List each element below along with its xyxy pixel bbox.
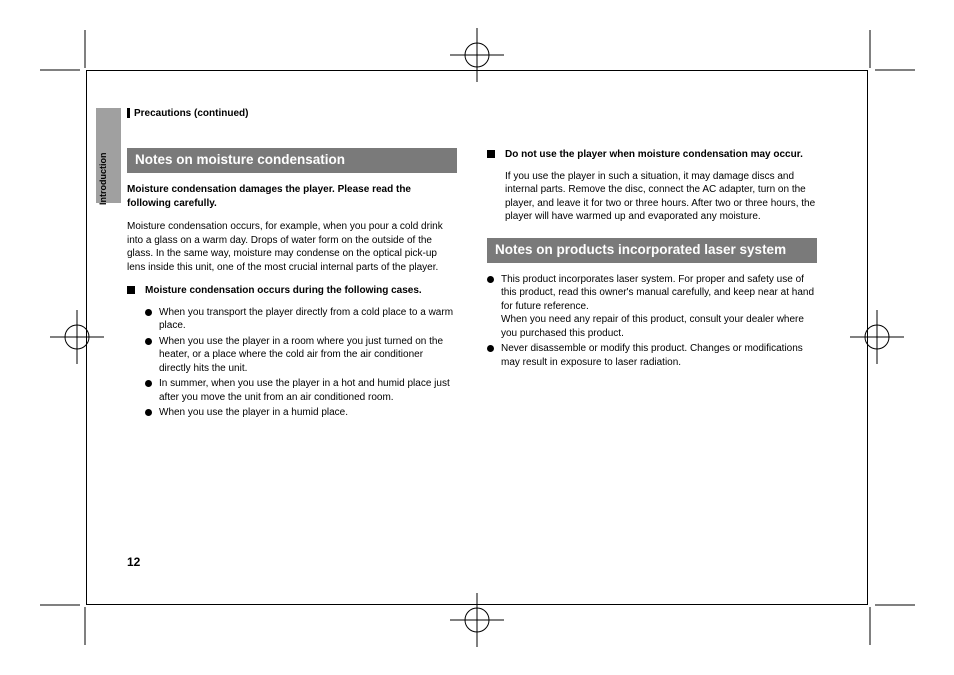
column-right: Do not use the player when moisture cond…	[487, 148, 817, 371]
page-number: 12	[127, 555, 140, 569]
donotuse-body: If you use the player in such a situatio…	[487, 170, 817, 224]
column-left: Notes on moisture condensation Moisture …	[127, 148, 457, 422]
list-item: In summer, when you use the player in a …	[145, 377, 457, 404]
list-item: When you use the player in a humid place…	[145, 406, 457, 420]
section-title-moisture: Notes on moisture condensation	[127, 148, 457, 173]
header-text: Precautions (continued)	[134, 108, 248, 119]
laser-bullet-list: This product incorporates laser system. …	[487, 273, 817, 370]
list-item: When you use the player in a room where …	[145, 335, 457, 376]
intro-body: Moisture condensation occurs, for exampl…	[127, 220, 457, 274]
list-item: When you transport the player directly f…	[145, 306, 457, 333]
square-heading-donotuse: Do not use the player when moisture cond…	[487, 148, 817, 162]
intro-bold: Moisture condensation damages the player…	[127, 183, 457, 210]
moisture-bullet-list: When you transport the player directly f…	[127, 306, 457, 420]
header-rule	[127, 108, 130, 118]
section-title-laser: Notes on products incorporated laser sys…	[487, 238, 817, 263]
list-item: Never disassemble or modify this product…	[487, 342, 817, 369]
square-heading-cases: Moisture condensation occurs during the …	[127, 284, 457, 298]
list-item: This product incorporates laser system. …	[487, 273, 817, 341]
side-label: Introduction	[98, 153, 108, 206]
